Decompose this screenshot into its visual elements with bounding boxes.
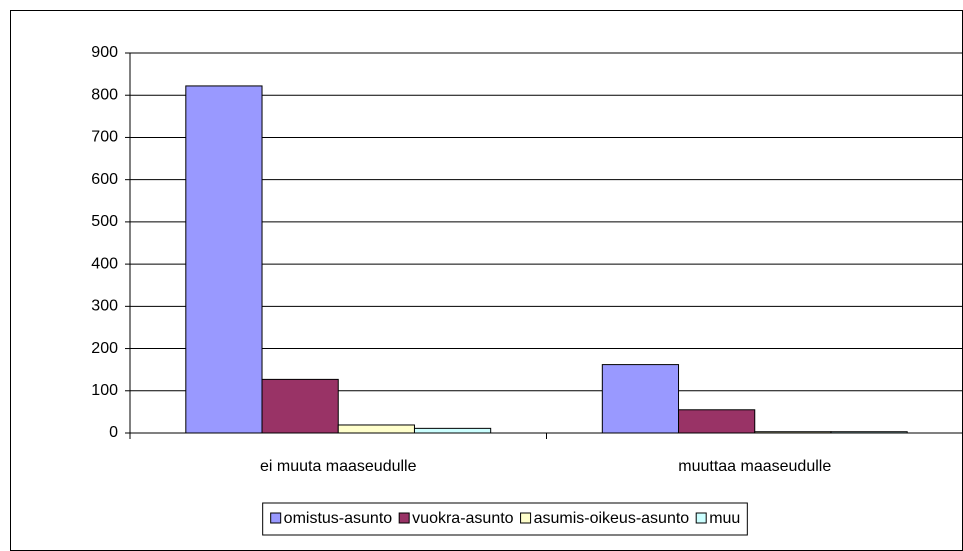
y-tick-label: 400 [91,255,118,272]
bar [337,424,415,434]
y-tick-label: 200 [91,340,118,357]
y-tick-label: 900 [91,44,118,61]
bar [413,427,492,434]
legend-label: muu [709,510,740,527]
x-tick-label: ei muuta maaseudulle [260,458,417,475]
y-tick-label: 500 [91,213,118,230]
y-tick-label: 100 [91,382,118,399]
bar [261,378,339,434]
y-tick-label: 0 [109,424,118,441]
legend-swatch [270,512,282,524]
bar [754,431,832,434]
bar [678,409,756,434]
bar [185,85,263,434]
legend-label: asumis-oikeus-asunto [534,510,690,527]
legend-swatch [695,512,707,524]
y-tick-label: 800 [91,86,118,103]
legend-box [262,502,748,536]
bar [830,431,908,434]
legend-label: vuokra-asunto [412,510,513,527]
y-tick-label: 600 [91,171,118,188]
bar [601,364,680,434]
x-tick-label: muuttaa maaseudulle [678,458,831,475]
legend-swatch [520,512,532,524]
legend: omistus-asunto vuokra-asunto asumis-oikeus… [262,502,748,536]
y-tick-label: 700 [91,129,118,146]
y-tick-label: 300 [91,298,118,315]
chart-border [10,10,963,551]
legend-label: omistus-asunto [284,510,393,527]
legend-swatch [398,512,410,524]
